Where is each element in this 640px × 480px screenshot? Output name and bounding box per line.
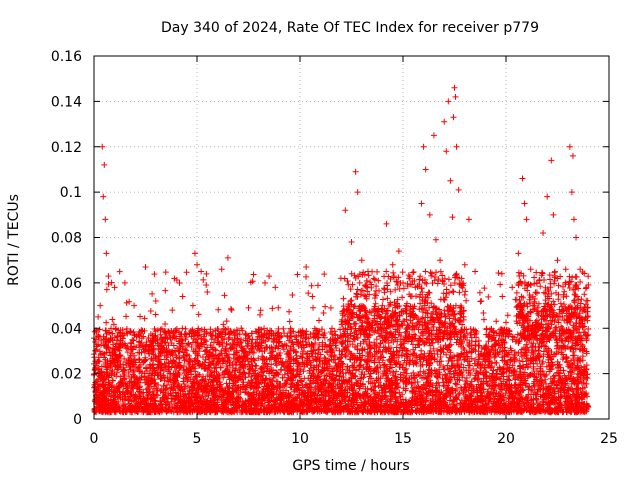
- data-point: [184, 382, 191, 389]
- data-point: [328, 325, 335, 332]
- data-point: [373, 336, 380, 343]
- grid: [94, 56, 609, 419]
- data-point: [411, 331, 418, 338]
- data-point: [129, 336, 136, 343]
- data-point: [268, 355, 275, 362]
- data-point: [179, 325, 186, 332]
- data-point: [487, 395, 494, 402]
- data-point: [182, 325, 189, 332]
- data-point: [376, 359, 383, 366]
- data-point: [437, 310, 444, 317]
- data-point: [180, 366, 187, 373]
- data-point: [281, 330, 288, 337]
- data-point: [294, 340, 301, 347]
- data-point: [418, 347, 425, 354]
- data-point: [332, 332, 339, 339]
- data-point: [236, 331, 243, 338]
- data-point: [542, 376, 549, 383]
- data-point: [188, 343, 195, 350]
- data-point: [470, 365, 477, 372]
- data-point: [331, 328, 338, 335]
- data-point: [168, 340, 175, 347]
- data-point: [253, 362, 260, 369]
- data-point: [224, 383, 231, 390]
- data-point: [337, 384, 344, 391]
- data-point: [232, 332, 239, 339]
- data-point: [553, 324, 560, 331]
- data-point: [461, 357, 468, 364]
- data-point: [570, 356, 577, 363]
- data-point: [560, 367, 567, 374]
- data-point: [535, 347, 542, 354]
- data-point: [518, 392, 525, 399]
- data-point: [181, 357, 188, 364]
- data-point: [539, 358, 546, 365]
- data-point: [163, 356, 170, 363]
- data-point: [145, 350, 152, 357]
- data-point: [493, 359, 500, 366]
- data-point: [384, 307, 391, 314]
- data-point: [103, 330, 110, 337]
- data-point: [215, 371, 222, 378]
- data-point: [430, 331, 437, 338]
- data-point: [121, 355, 128, 362]
- data-point: [526, 383, 533, 390]
- data-point: [467, 326, 474, 333]
- data-point: [238, 336, 245, 343]
- data-point: [278, 342, 285, 349]
- data-point: [255, 355, 262, 362]
- data-point: [117, 373, 124, 380]
- chart-title: Day 340 of 2024, Rate Of TEC Index for r…: [161, 20, 539, 36]
- data-point: [189, 339, 196, 346]
- data-point: [456, 390, 463, 397]
- data-points: [91, 84, 592, 416]
- data-point: [130, 367, 137, 374]
- data-point: [143, 377, 150, 384]
- data-point: [291, 388, 298, 395]
- data-point: [389, 364, 396, 371]
- data-point: [584, 332, 591, 339]
- data-point: [223, 380, 230, 387]
- data-point: [498, 354, 505, 361]
- data-point: [199, 354, 206, 361]
- data-point: [128, 340, 135, 347]
- data-point: [437, 354, 444, 361]
- data-point: [303, 351, 310, 358]
